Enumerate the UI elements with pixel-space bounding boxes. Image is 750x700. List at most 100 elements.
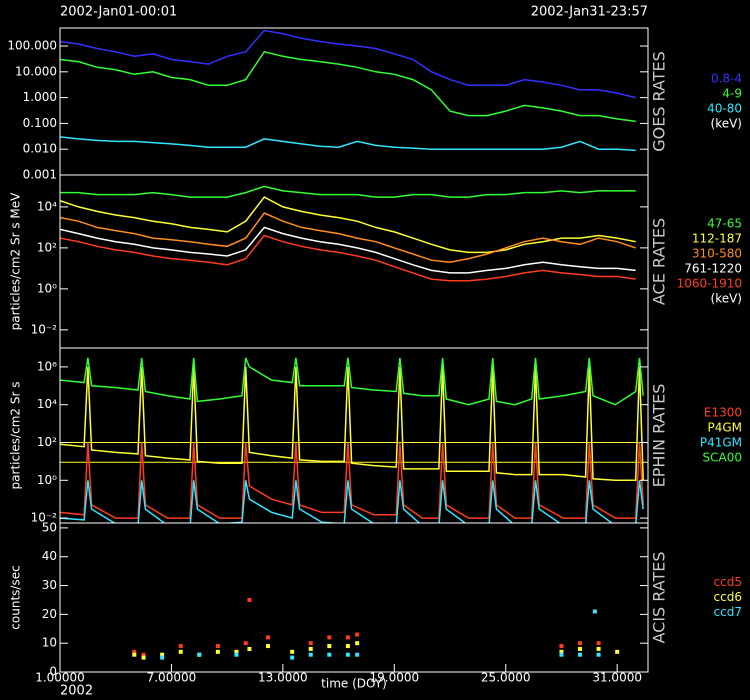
series-line bbox=[60, 185, 636, 198]
series-line bbox=[60, 136, 636, 152]
data-point bbox=[327, 652, 332, 657]
series-line bbox=[60, 234, 636, 282]
y-tick-label: 10⁻² bbox=[31, 322, 58, 336]
y-axis-label: particles/cm2 Sr s bbox=[9, 382, 23, 490]
panel-frame bbox=[59, 522, 649, 673]
series-line bbox=[60, 480, 644, 523]
data-point bbox=[578, 641, 583, 646]
y-tick-label: 10⁻² bbox=[31, 511, 58, 525]
series-line bbox=[60, 29, 636, 99]
data-point bbox=[327, 635, 332, 640]
data-point bbox=[559, 652, 564, 657]
y-tick-label: 0.100 bbox=[23, 116, 57, 130]
plot-area bbox=[60, 29, 636, 152]
panel-title: ACIS RATES bbox=[650, 551, 669, 643]
panel-title: GOES RATES bbox=[650, 51, 669, 152]
x-tick-label: 1.00000 bbox=[35, 671, 85, 685]
legend-unit: (keV) bbox=[711, 292, 742, 306]
data-point bbox=[132, 652, 137, 657]
data-point bbox=[355, 652, 360, 657]
legend-entry: 40-80 bbox=[707, 102, 742, 116]
legend-entry: 310-580 bbox=[692, 247, 742, 261]
y-tick-label: 50 bbox=[42, 520, 57, 534]
x-tick-label: 25.0000 bbox=[481, 671, 531, 685]
data-point bbox=[234, 652, 239, 657]
y-tick-label: 0 bbox=[49, 665, 57, 679]
end-time: 2002-Jan31-23:57 bbox=[531, 5, 648, 20]
data-point bbox=[160, 655, 165, 660]
data-point bbox=[345, 635, 350, 640]
legend-entry: 4-9 bbox=[722, 87, 742, 101]
y-tick-label: 10.000 bbox=[15, 64, 57, 78]
data-point bbox=[596, 646, 601, 651]
y-tick-label: 10⁰ bbox=[37, 473, 57, 487]
y-tick-label: 10² bbox=[37, 435, 57, 449]
y-axis-label: particles/cm2 Sr s MeV bbox=[9, 192, 23, 330]
data-point bbox=[592, 609, 597, 614]
y-axis-label: counts/sec bbox=[9, 565, 23, 629]
y-tick-label: 10⁴ bbox=[37, 397, 57, 411]
series-line bbox=[60, 366, 644, 482]
x-axis-label: time (DOY) bbox=[321, 677, 387, 691]
legend-entry: ccd5 bbox=[714, 575, 742, 589]
data-point bbox=[215, 649, 220, 654]
data-point bbox=[266, 635, 271, 640]
data-point bbox=[141, 652, 146, 657]
legend-entry: ccd7 bbox=[714, 605, 742, 619]
series-line bbox=[60, 442, 644, 519]
data-point bbox=[178, 649, 183, 654]
plot-area bbox=[60, 357, 648, 523]
data-point bbox=[345, 652, 350, 657]
legend-entry: E1300 bbox=[704, 406, 742, 420]
data-point bbox=[355, 641, 360, 646]
series-line bbox=[60, 357, 644, 406]
y-tick-label: 100.000 bbox=[7, 39, 57, 53]
y-tick-label: 10⁰ bbox=[37, 281, 57, 295]
data-point bbox=[578, 646, 583, 651]
legend-entry: 761-1220 bbox=[684, 262, 742, 276]
legend-entry: P4GM bbox=[707, 421, 742, 435]
data-point bbox=[615, 649, 620, 654]
x-tick-label: 13.0000 bbox=[258, 671, 308, 685]
legend-entry: SCA00 bbox=[703, 451, 742, 465]
legend-entry: 112-187 bbox=[692, 232, 742, 246]
data-point bbox=[160, 652, 165, 657]
x-tick-label: 31.0000 bbox=[592, 671, 642, 685]
y-tick-label: 10⁴ bbox=[37, 199, 57, 213]
y-tick-label: 1.000 bbox=[23, 90, 57, 104]
series-line bbox=[60, 50, 636, 123]
data-point bbox=[559, 649, 564, 654]
data-point bbox=[243, 641, 248, 646]
panel-title: EPHIN RATES bbox=[650, 384, 669, 488]
data-point bbox=[345, 644, 350, 649]
data-point bbox=[308, 641, 313, 646]
data-point bbox=[266, 644, 271, 649]
data-point bbox=[327, 644, 332, 649]
legend-entry: ccd6 bbox=[714, 590, 742, 604]
start-time: 2002-Jan01-00:01 bbox=[60, 5, 177, 20]
data-point bbox=[197, 652, 202, 657]
series-line bbox=[60, 226, 636, 274]
year-label: 2002 bbox=[60, 684, 93, 699]
data-point bbox=[290, 649, 295, 654]
legend-entry: 47-65 bbox=[707, 217, 742, 231]
data-point bbox=[308, 646, 313, 651]
panel-frame bbox=[59, 347, 649, 524]
y-tick-label: 0.010 bbox=[23, 142, 57, 156]
y-tick-label: 20 bbox=[42, 607, 57, 621]
data-point bbox=[234, 649, 239, 654]
data-point bbox=[215, 644, 220, 649]
data-point bbox=[596, 652, 601, 657]
data-point bbox=[355, 632, 360, 637]
panel-frame bbox=[59, 27, 649, 176]
y-tick-label: 10 bbox=[42, 636, 57, 650]
legend-entry: P41GM bbox=[700, 436, 742, 450]
panel-frame bbox=[59, 174, 649, 349]
y-tick-label: 30 bbox=[42, 578, 57, 592]
data-point bbox=[290, 655, 295, 660]
data-point bbox=[247, 597, 252, 602]
legend-entry: 1060-1910 bbox=[677, 277, 742, 291]
data-point bbox=[247, 646, 252, 651]
data-point bbox=[596, 641, 601, 646]
